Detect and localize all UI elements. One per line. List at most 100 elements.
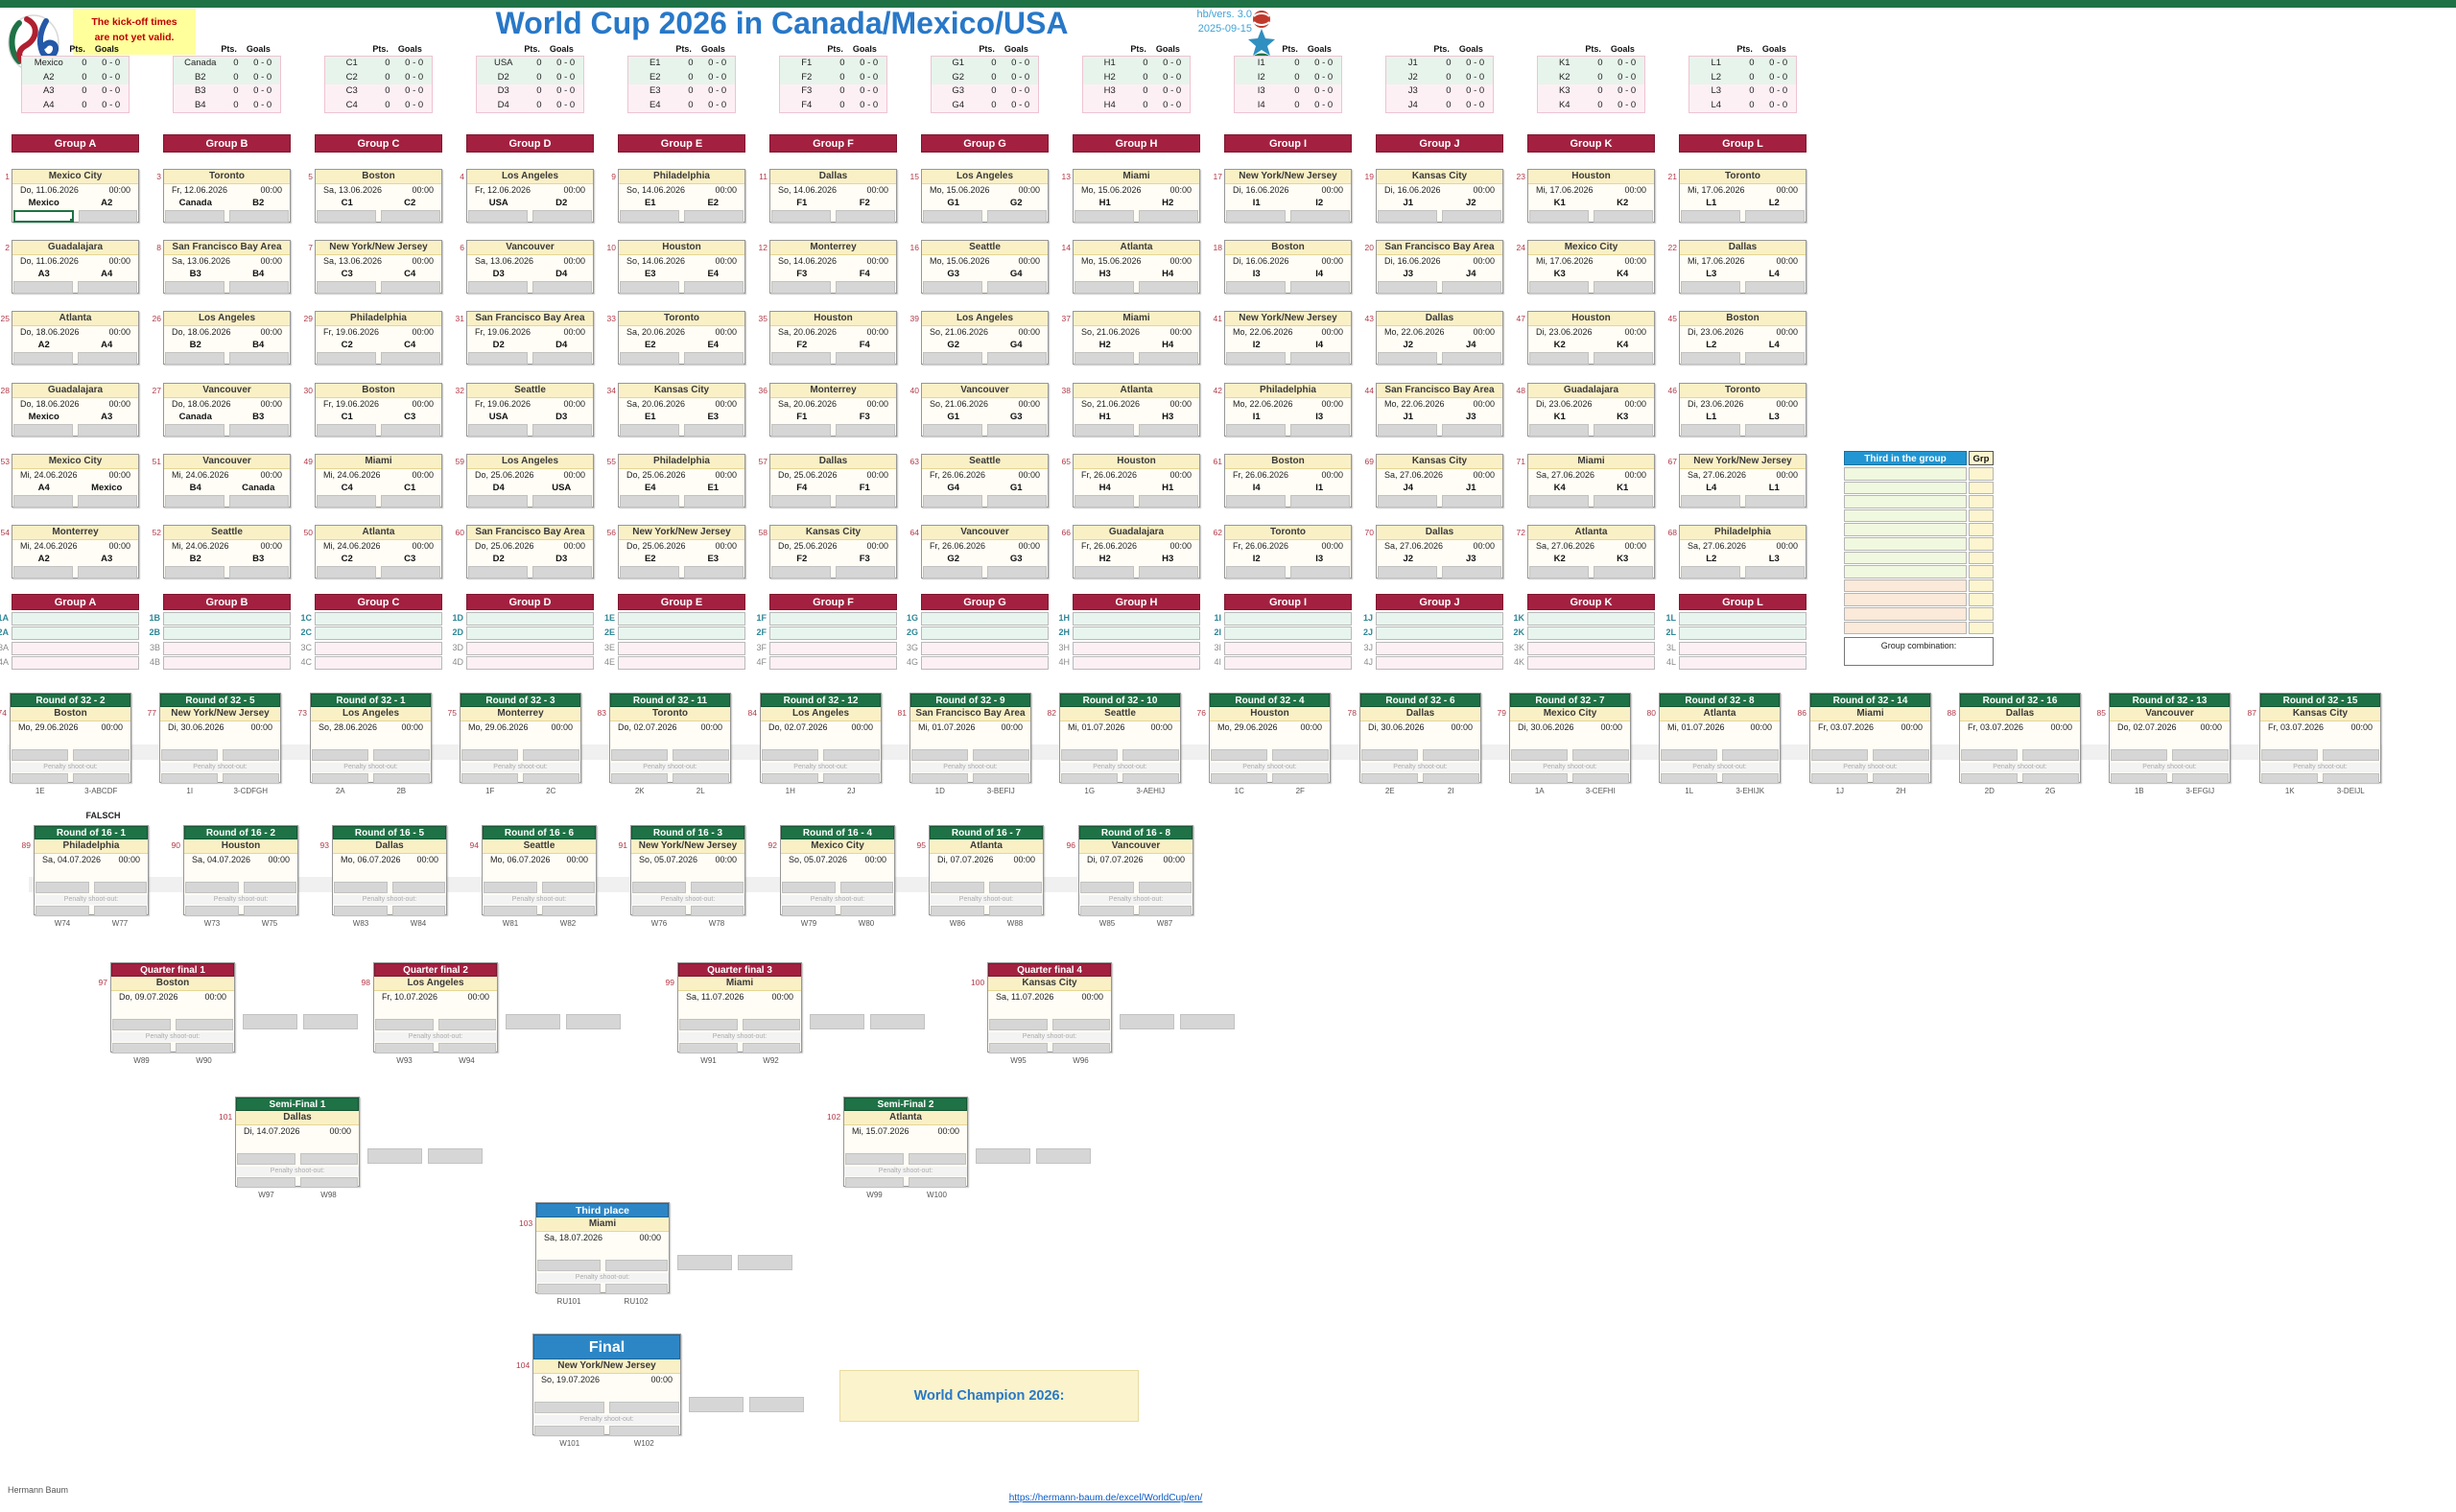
penalty-home-cell[interactable] bbox=[1961, 773, 2018, 784]
score-home-cell[interactable] bbox=[537, 1260, 601, 1271]
score-away-cell[interactable] bbox=[381, 566, 440, 579]
score-away-cell[interactable] bbox=[175, 1019, 233, 1030]
score-away-cell[interactable] bbox=[973, 749, 1029, 761]
score-away-cell[interactable] bbox=[1290, 566, 1350, 579]
third-grp-cell[interactable] bbox=[1969, 593, 1994, 606]
third-grp-cell[interactable] bbox=[1969, 607, 1994, 621]
score-home-cell[interactable] bbox=[237, 1153, 295, 1165]
penalty-away-cell[interactable] bbox=[93, 906, 147, 916]
score-away-cell[interactable] bbox=[836, 352, 895, 365]
score-away-cell[interactable] bbox=[532, 281, 592, 294]
score-away-cell[interactable] bbox=[79, 210, 137, 223]
helper-cell[interactable] bbox=[677, 1255, 732, 1270]
third-grp-cell[interactable] bbox=[1969, 621, 1994, 635]
score-away-cell[interactable] bbox=[78, 352, 137, 365]
third-team-cell[interactable] bbox=[1844, 508, 1967, 523]
penalty-home-cell[interactable] bbox=[1061, 773, 1118, 784]
score-away-cell[interactable] bbox=[1745, 424, 1805, 437]
score-home-cell[interactable] bbox=[13, 352, 73, 365]
score-home-cell[interactable] bbox=[679, 1019, 738, 1030]
score-away-cell[interactable] bbox=[684, 210, 744, 223]
score-away-cell[interactable] bbox=[1290, 281, 1350, 294]
score-away-cell[interactable] bbox=[987, 210, 1047, 223]
score-away-cell[interactable] bbox=[1423, 749, 1479, 761]
score-away-cell[interactable] bbox=[836, 566, 895, 579]
score-away-cell[interactable] bbox=[229, 281, 289, 294]
score-home-cell[interactable] bbox=[923, 424, 982, 437]
score-home-cell[interactable] bbox=[185, 882, 239, 893]
score-away-cell[interactable] bbox=[2172, 749, 2229, 761]
helper-cell[interactable] bbox=[243, 1014, 297, 1029]
score-away-cell[interactable] bbox=[684, 352, 744, 365]
score-home-cell[interactable] bbox=[1511, 749, 1568, 761]
score-away-cell[interactable] bbox=[839, 882, 893, 893]
score-home-cell[interactable] bbox=[468, 424, 528, 437]
score-home-cell[interactable] bbox=[317, 352, 376, 365]
score-away-cell[interactable] bbox=[1139, 566, 1198, 579]
quali-team-cell[interactable] bbox=[921, 656, 1049, 671]
score-home-cell[interactable] bbox=[923, 210, 982, 223]
penalty-home-cell[interactable] bbox=[484, 906, 537, 916]
quali-team-cell[interactable] bbox=[1679, 626, 1807, 641]
score-home-cell[interactable] bbox=[1378, 281, 1437, 294]
score-away-cell[interactable] bbox=[78, 281, 137, 294]
penalty-away-cell[interactable] bbox=[1272, 773, 1329, 784]
penalty-home-cell[interactable] bbox=[35, 906, 89, 916]
score-home-cell[interactable] bbox=[845, 1153, 904, 1165]
quali-team-cell[interactable] bbox=[12, 612, 139, 626]
score-away-cell[interactable] bbox=[684, 566, 744, 579]
score-home-cell[interactable] bbox=[1681, 424, 1740, 437]
third-grp-cell[interactable] bbox=[1969, 467, 1994, 481]
penalty-home-cell[interactable] bbox=[161, 773, 218, 784]
penalty-away-cell[interactable] bbox=[673, 773, 729, 784]
score-home-cell[interactable] bbox=[1811, 749, 1868, 761]
penalty-home-cell[interactable] bbox=[911, 773, 968, 784]
third-team-cell[interactable] bbox=[1844, 467, 1967, 481]
score-home-cell[interactable] bbox=[771, 352, 831, 365]
penalty-home-cell[interactable] bbox=[1080, 906, 1134, 916]
score-home-cell[interactable] bbox=[484, 882, 537, 893]
penalty-home-cell[interactable] bbox=[845, 1177, 904, 1188]
score-home-cell[interactable] bbox=[1361, 749, 1418, 761]
penalty-home-cell[interactable] bbox=[1511, 773, 1568, 784]
penalty-home-cell[interactable] bbox=[12, 773, 68, 784]
penalty-away-cell[interactable] bbox=[523, 773, 579, 784]
penalty-home-cell[interactable] bbox=[2261, 773, 2318, 784]
score-home-cell-selected[interactable] bbox=[13, 210, 74, 223]
score-home-cell[interactable] bbox=[165, 352, 224, 365]
score-home-cell[interactable] bbox=[1681, 566, 1740, 579]
penalty-home-cell[interactable] bbox=[1361, 773, 1418, 784]
quali-team-cell[interactable] bbox=[1224, 612, 1352, 626]
score-away-cell[interactable] bbox=[1122, 749, 1179, 761]
score-home-cell[interactable] bbox=[1226, 210, 1286, 223]
score-home-cell[interactable] bbox=[911, 749, 968, 761]
score-home-cell[interactable] bbox=[468, 495, 528, 508]
helper-cell[interactable] bbox=[810, 1014, 864, 1029]
score-home-cell[interactable] bbox=[317, 210, 376, 223]
penalty-away-cell[interactable] bbox=[1423, 773, 1479, 784]
score-home-cell[interactable] bbox=[165, 210, 224, 223]
penalty-away-cell[interactable] bbox=[1122, 773, 1179, 784]
quali-team-cell[interactable] bbox=[163, 641, 291, 655]
quali-team-cell[interactable] bbox=[769, 641, 897, 655]
score-away-cell[interactable] bbox=[229, 210, 289, 223]
score-home-cell[interactable] bbox=[1074, 281, 1134, 294]
penalty-away-cell[interactable] bbox=[908, 1177, 966, 1188]
third-grp-cell[interactable] bbox=[1969, 551, 1994, 565]
penalty-home-cell[interactable] bbox=[237, 1177, 295, 1188]
penalty-home-cell[interactable] bbox=[762, 773, 818, 784]
score-away-cell[interactable] bbox=[1442, 281, 1501, 294]
score-away-cell[interactable] bbox=[987, 495, 1047, 508]
score-home-cell[interactable] bbox=[1529, 210, 1589, 223]
penalty-away-cell[interactable] bbox=[299, 1177, 358, 1188]
score-home-cell[interactable] bbox=[1681, 352, 1740, 365]
quali-team-cell[interactable] bbox=[1224, 656, 1352, 671]
score-home-cell[interactable] bbox=[771, 210, 831, 223]
score-away-cell[interactable] bbox=[381, 495, 440, 508]
score-home-cell[interactable] bbox=[468, 210, 528, 223]
penalty-away-cell[interactable] bbox=[988, 906, 1042, 916]
score-away-cell[interactable] bbox=[987, 566, 1047, 579]
penalty-away-cell[interactable] bbox=[175, 1043, 233, 1053]
quali-team-cell[interactable] bbox=[466, 612, 594, 626]
quali-team-cell[interactable] bbox=[1224, 641, 1352, 655]
